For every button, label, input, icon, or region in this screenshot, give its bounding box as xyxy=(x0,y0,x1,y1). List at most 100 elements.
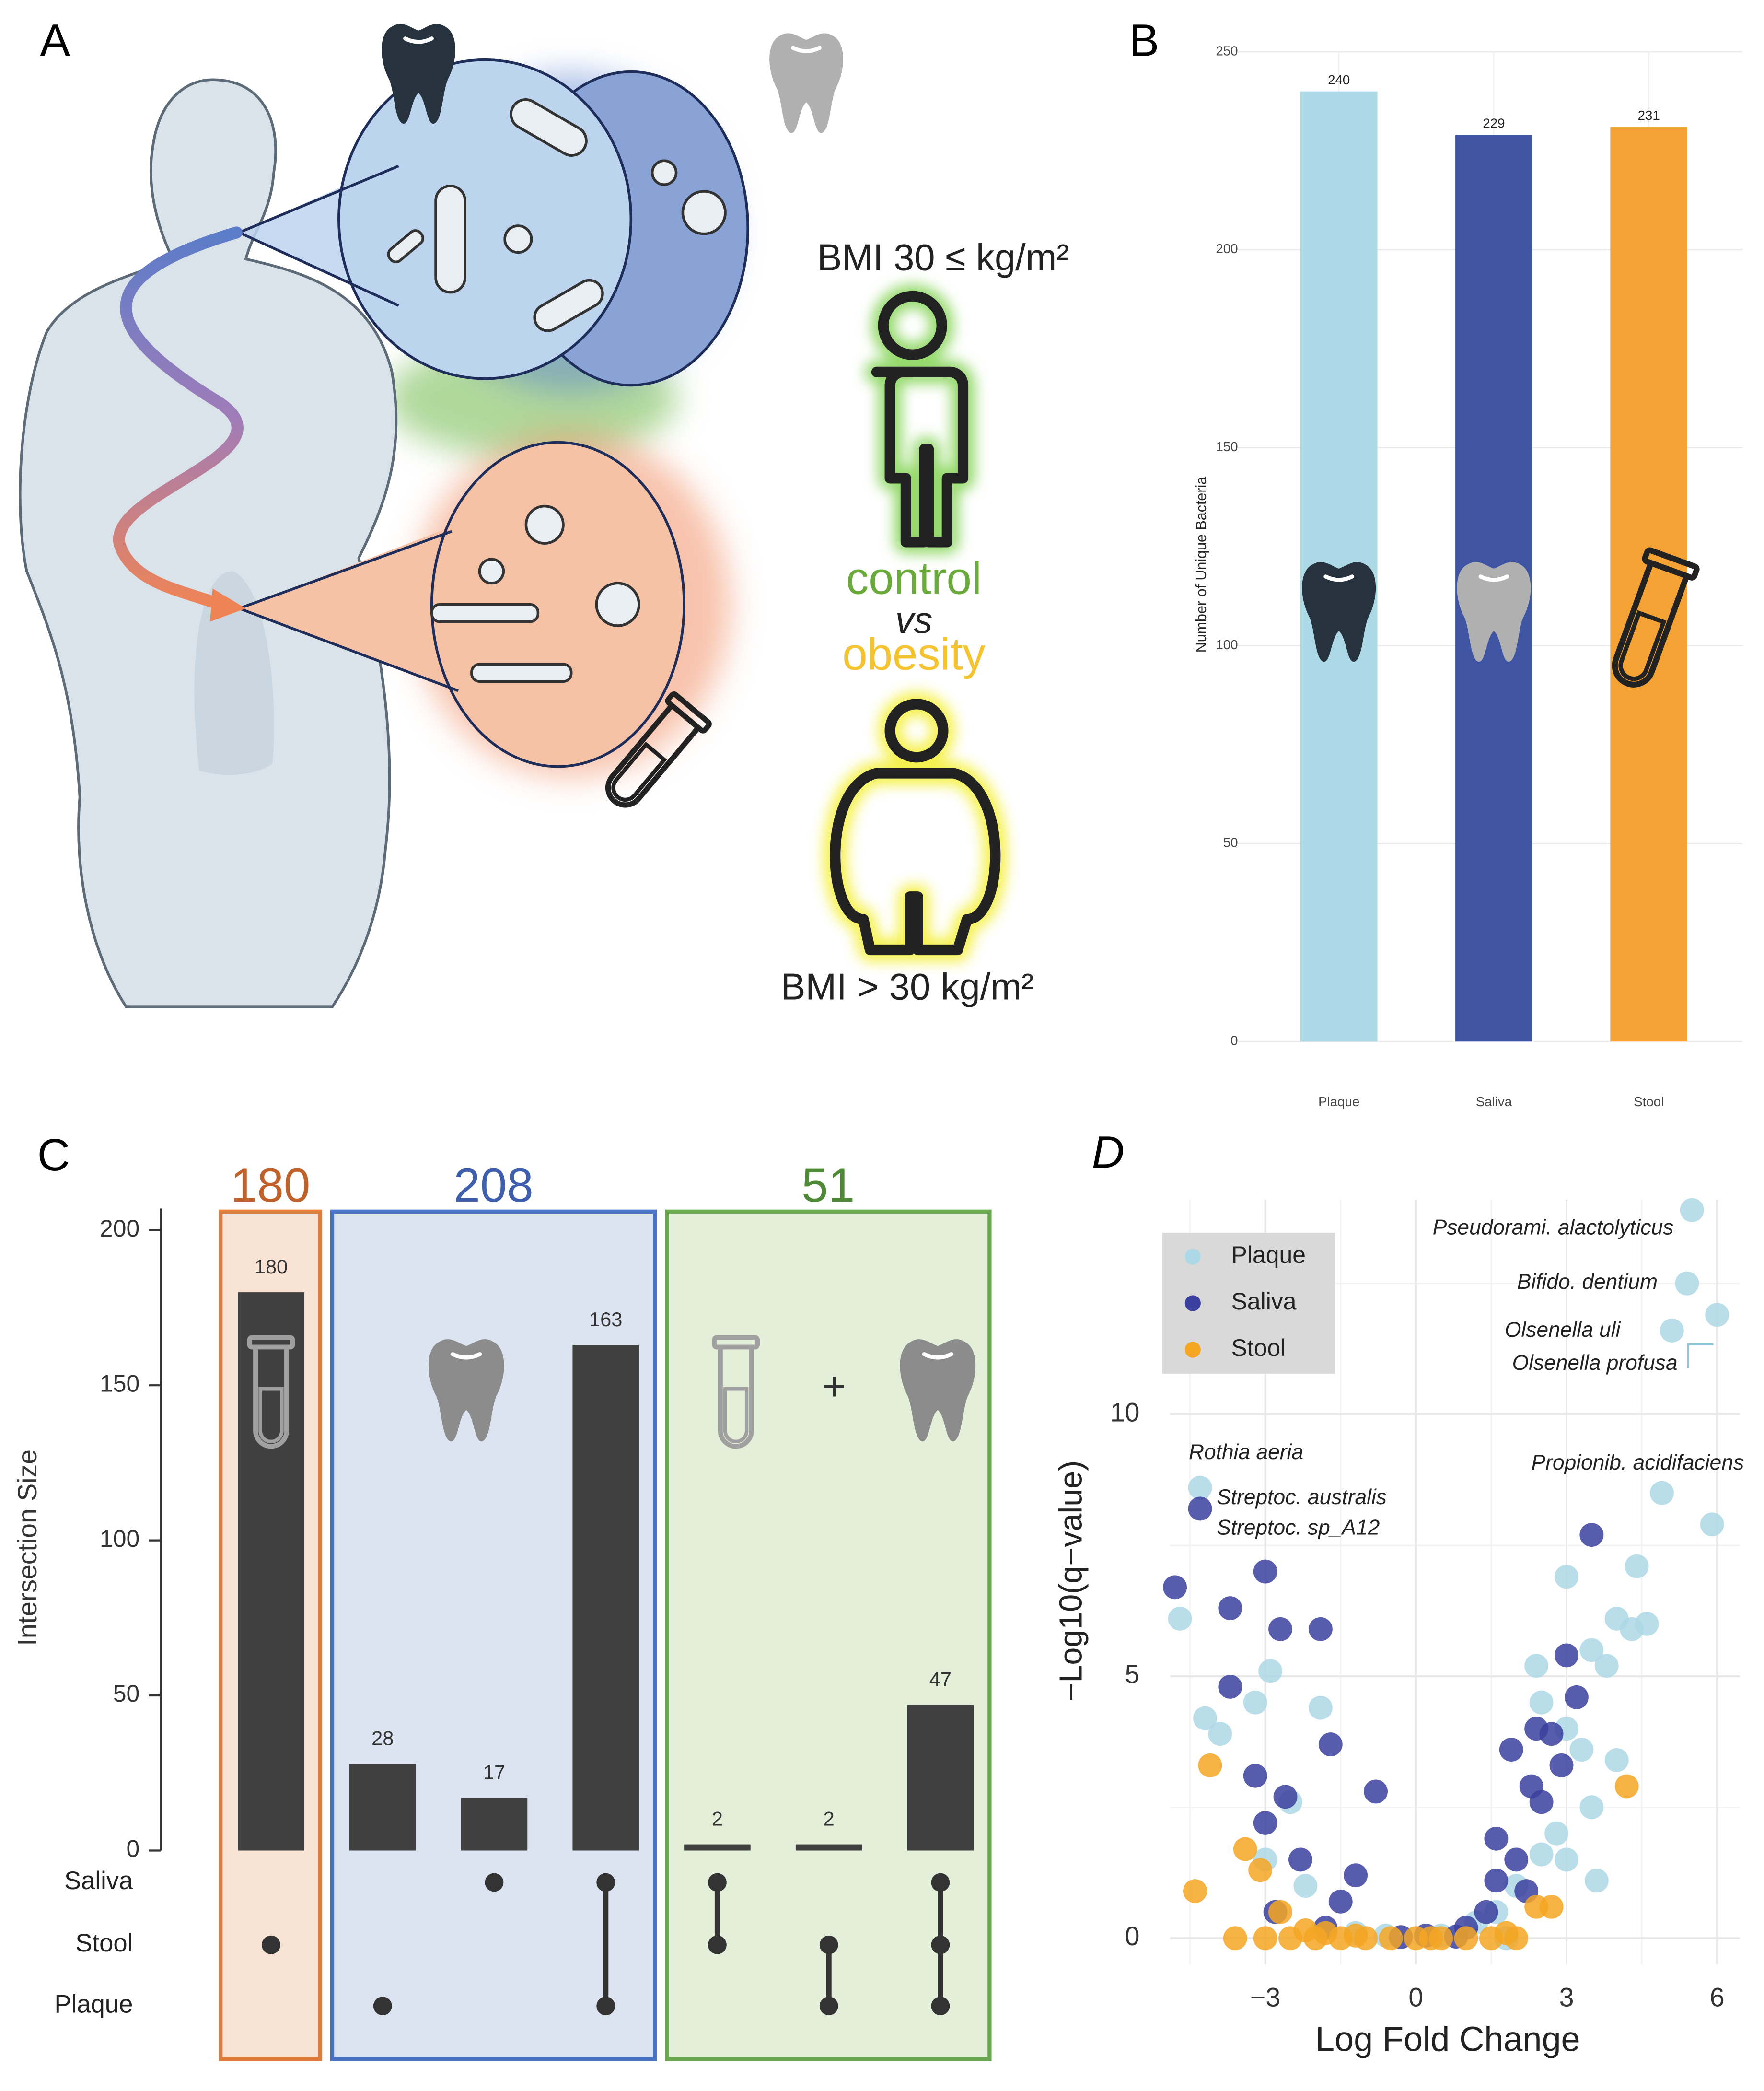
member-dot xyxy=(373,1997,392,2016)
point xyxy=(1604,1748,1629,1772)
point xyxy=(1594,1654,1619,1678)
point xyxy=(1620,1617,1644,1641)
value-label: 47 xyxy=(929,1668,952,1691)
point xyxy=(1484,1869,1509,1893)
panel-label: D xyxy=(1092,1127,1125,1177)
illustration xyxy=(19,24,1008,1008)
panel-label: C xyxy=(37,1130,70,1180)
point xyxy=(1218,1596,1242,1620)
x-tick-label: 3 xyxy=(1559,1982,1574,2012)
value-label: 240 xyxy=(1328,72,1350,87)
point xyxy=(1544,1821,1568,1846)
point xyxy=(1188,1496,1212,1521)
point xyxy=(1494,1921,1519,1945)
value-label: 231 xyxy=(1638,108,1660,123)
point xyxy=(1484,1826,1509,1851)
bar xyxy=(572,1345,639,1851)
y-tick-label: 100 xyxy=(100,1525,139,1552)
point xyxy=(1233,1837,1257,1861)
point xyxy=(1253,1811,1277,1835)
point xyxy=(1258,1659,1283,1683)
y-tick-label: 5 xyxy=(1125,1659,1140,1689)
y-tick-label: 0 xyxy=(1125,1921,1140,1951)
x-tick-label: Plaque xyxy=(1318,1094,1359,1109)
legend-swatch xyxy=(1184,1295,1201,1311)
point xyxy=(1288,1847,1312,1872)
point xyxy=(1584,1869,1609,1893)
point xyxy=(1253,1559,1277,1584)
point xyxy=(1328,1889,1353,1914)
point xyxy=(1700,1512,1724,1537)
value-label: 163 xyxy=(589,1308,622,1331)
point xyxy=(1524,1654,1549,1678)
member-dot xyxy=(708,1873,727,1892)
legend-label: Plaque xyxy=(1231,1241,1306,1268)
member-dot xyxy=(819,1935,838,1954)
point xyxy=(1549,1753,1574,1777)
value-label: 229 xyxy=(1483,116,1505,131)
y-tick-label: 250 xyxy=(1216,43,1238,58)
annotation: Pseudorami. alactolyticus xyxy=(1433,1216,1674,1239)
annotation: Olsenella uli xyxy=(1505,1318,1621,1342)
point xyxy=(1344,1923,1368,1948)
point xyxy=(1293,1918,1318,1942)
point xyxy=(1579,1638,1604,1662)
point xyxy=(1268,1900,1293,1924)
value-label: 2 xyxy=(824,1808,835,1830)
point xyxy=(1218,1674,1242,1699)
y-tick-label: 150 xyxy=(100,1370,139,1397)
point xyxy=(1579,1795,1604,1820)
point xyxy=(1344,1863,1368,1888)
point xyxy=(1308,1695,1333,1720)
body xyxy=(19,78,398,1008)
y-axis-label: Intersection Size xyxy=(12,1449,42,1646)
panel-label: A xyxy=(40,15,70,65)
legend-swatch xyxy=(1184,1342,1201,1358)
point xyxy=(1293,1874,1318,1898)
point xyxy=(1183,1879,1207,1903)
plus: + xyxy=(823,1364,846,1409)
obesity-label: obesity xyxy=(842,629,985,679)
point xyxy=(1188,1475,1212,1500)
point xyxy=(1539,1722,1564,1746)
annotation: Propionib. acidifaciens xyxy=(1532,1451,1744,1474)
group-total: 208 xyxy=(453,1159,533,1212)
member-dot xyxy=(819,1997,838,2016)
point xyxy=(1555,1565,1578,1589)
y-tick-label: 50 xyxy=(113,1680,139,1707)
control-label: control xyxy=(846,553,982,603)
point xyxy=(1168,1606,1192,1631)
point xyxy=(1308,1617,1333,1641)
bar xyxy=(238,1292,304,1851)
y-tick-label: 50 xyxy=(1223,835,1238,850)
point xyxy=(1569,1738,1594,1762)
annotation: Rothia aeria xyxy=(1189,1440,1303,1464)
bar xyxy=(795,1844,862,1851)
point xyxy=(1313,1921,1338,1945)
legend-label: Saliva xyxy=(1231,1288,1297,1315)
point xyxy=(1680,1198,1704,1222)
x-tick-label: 0 xyxy=(1408,1982,1423,2012)
value-label: 180 xyxy=(255,1255,288,1278)
x-tick-label: −3 xyxy=(1250,1982,1280,2012)
y-axis-label: Number of Unique Bacteria xyxy=(1193,477,1209,653)
y-tick-label: 0 xyxy=(126,1835,139,1862)
point xyxy=(1555,1847,1578,1872)
point xyxy=(1660,1319,1684,1343)
point xyxy=(1555,1643,1578,1668)
member-dot xyxy=(485,1873,504,1892)
bar xyxy=(1610,127,1688,1042)
x-axis-label: Log Fold Change xyxy=(1315,2021,1580,2059)
point xyxy=(1499,1738,1523,1762)
y-tick-label: 150 xyxy=(1216,439,1238,454)
member-dot xyxy=(931,1935,950,1954)
point xyxy=(1529,1842,1554,1867)
point xyxy=(1223,1926,1247,1951)
x-tick-label: 6 xyxy=(1710,1982,1725,2012)
bar xyxy=(684,1844,751,1851)
point xyxy=(1243,1690,1267,1715)
set-label: Stool xyxy=(75,1929,133,1957)
member-dot xyxy=(596,1997,615,2016)
point xyxy=(1248,1858,1273,1882)
